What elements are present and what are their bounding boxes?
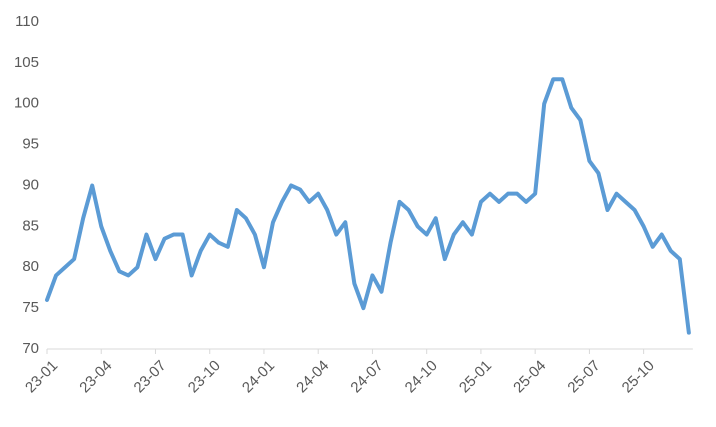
y-tick-label: 70 <box>22 340 39 357</box>
y-tick-label: 85 <box>22 217 39 234</box>
x-tick-label: 25-10 <box>619 357 658 396</box>
x-tick-label: 25-01 <box>456 357 495 396</box>
data-line <box>45 77 691 335</box>
x-tick-label: 24-04 <box>293 357 332 396</box>
x-tick-label: 24-07 <box>347 357 386 396</box>
x-tick-label: 25-04 <box>510 357 549 396</box>
y-tick-label: 100 <box>14 95 39 112</box>
y-tick-label: 80 <box>22 258 39 275</box>
y-tick-label: 110 <box>15 13 39 30</box>
y-tick-label: 95 <box>22 136 39 153</box>
y-tick-label: 90 <box>22 176 39 193</box>
x-tick-label: 23-07 <box>131 357 170 396</box>
x-tick-label: 23-04 <box>76 357 115 396</box>
y-tick-label: 105 <box>14 54 39 71</box>
x-tick-label: 23-10 <box>185 357 224 396</box>
x-tick-label: 24-01 <box>239 357 278 396</box>
x-tick-label: 23-01 <box>22 357 61 396</box>
x-tick-label: 25-07 <box>564 357 603 396</box>
y-tick-label: 75 <box>22 299 39 316</box>
x-tick-label: 24-10 <box>402 357 441 396</box>
